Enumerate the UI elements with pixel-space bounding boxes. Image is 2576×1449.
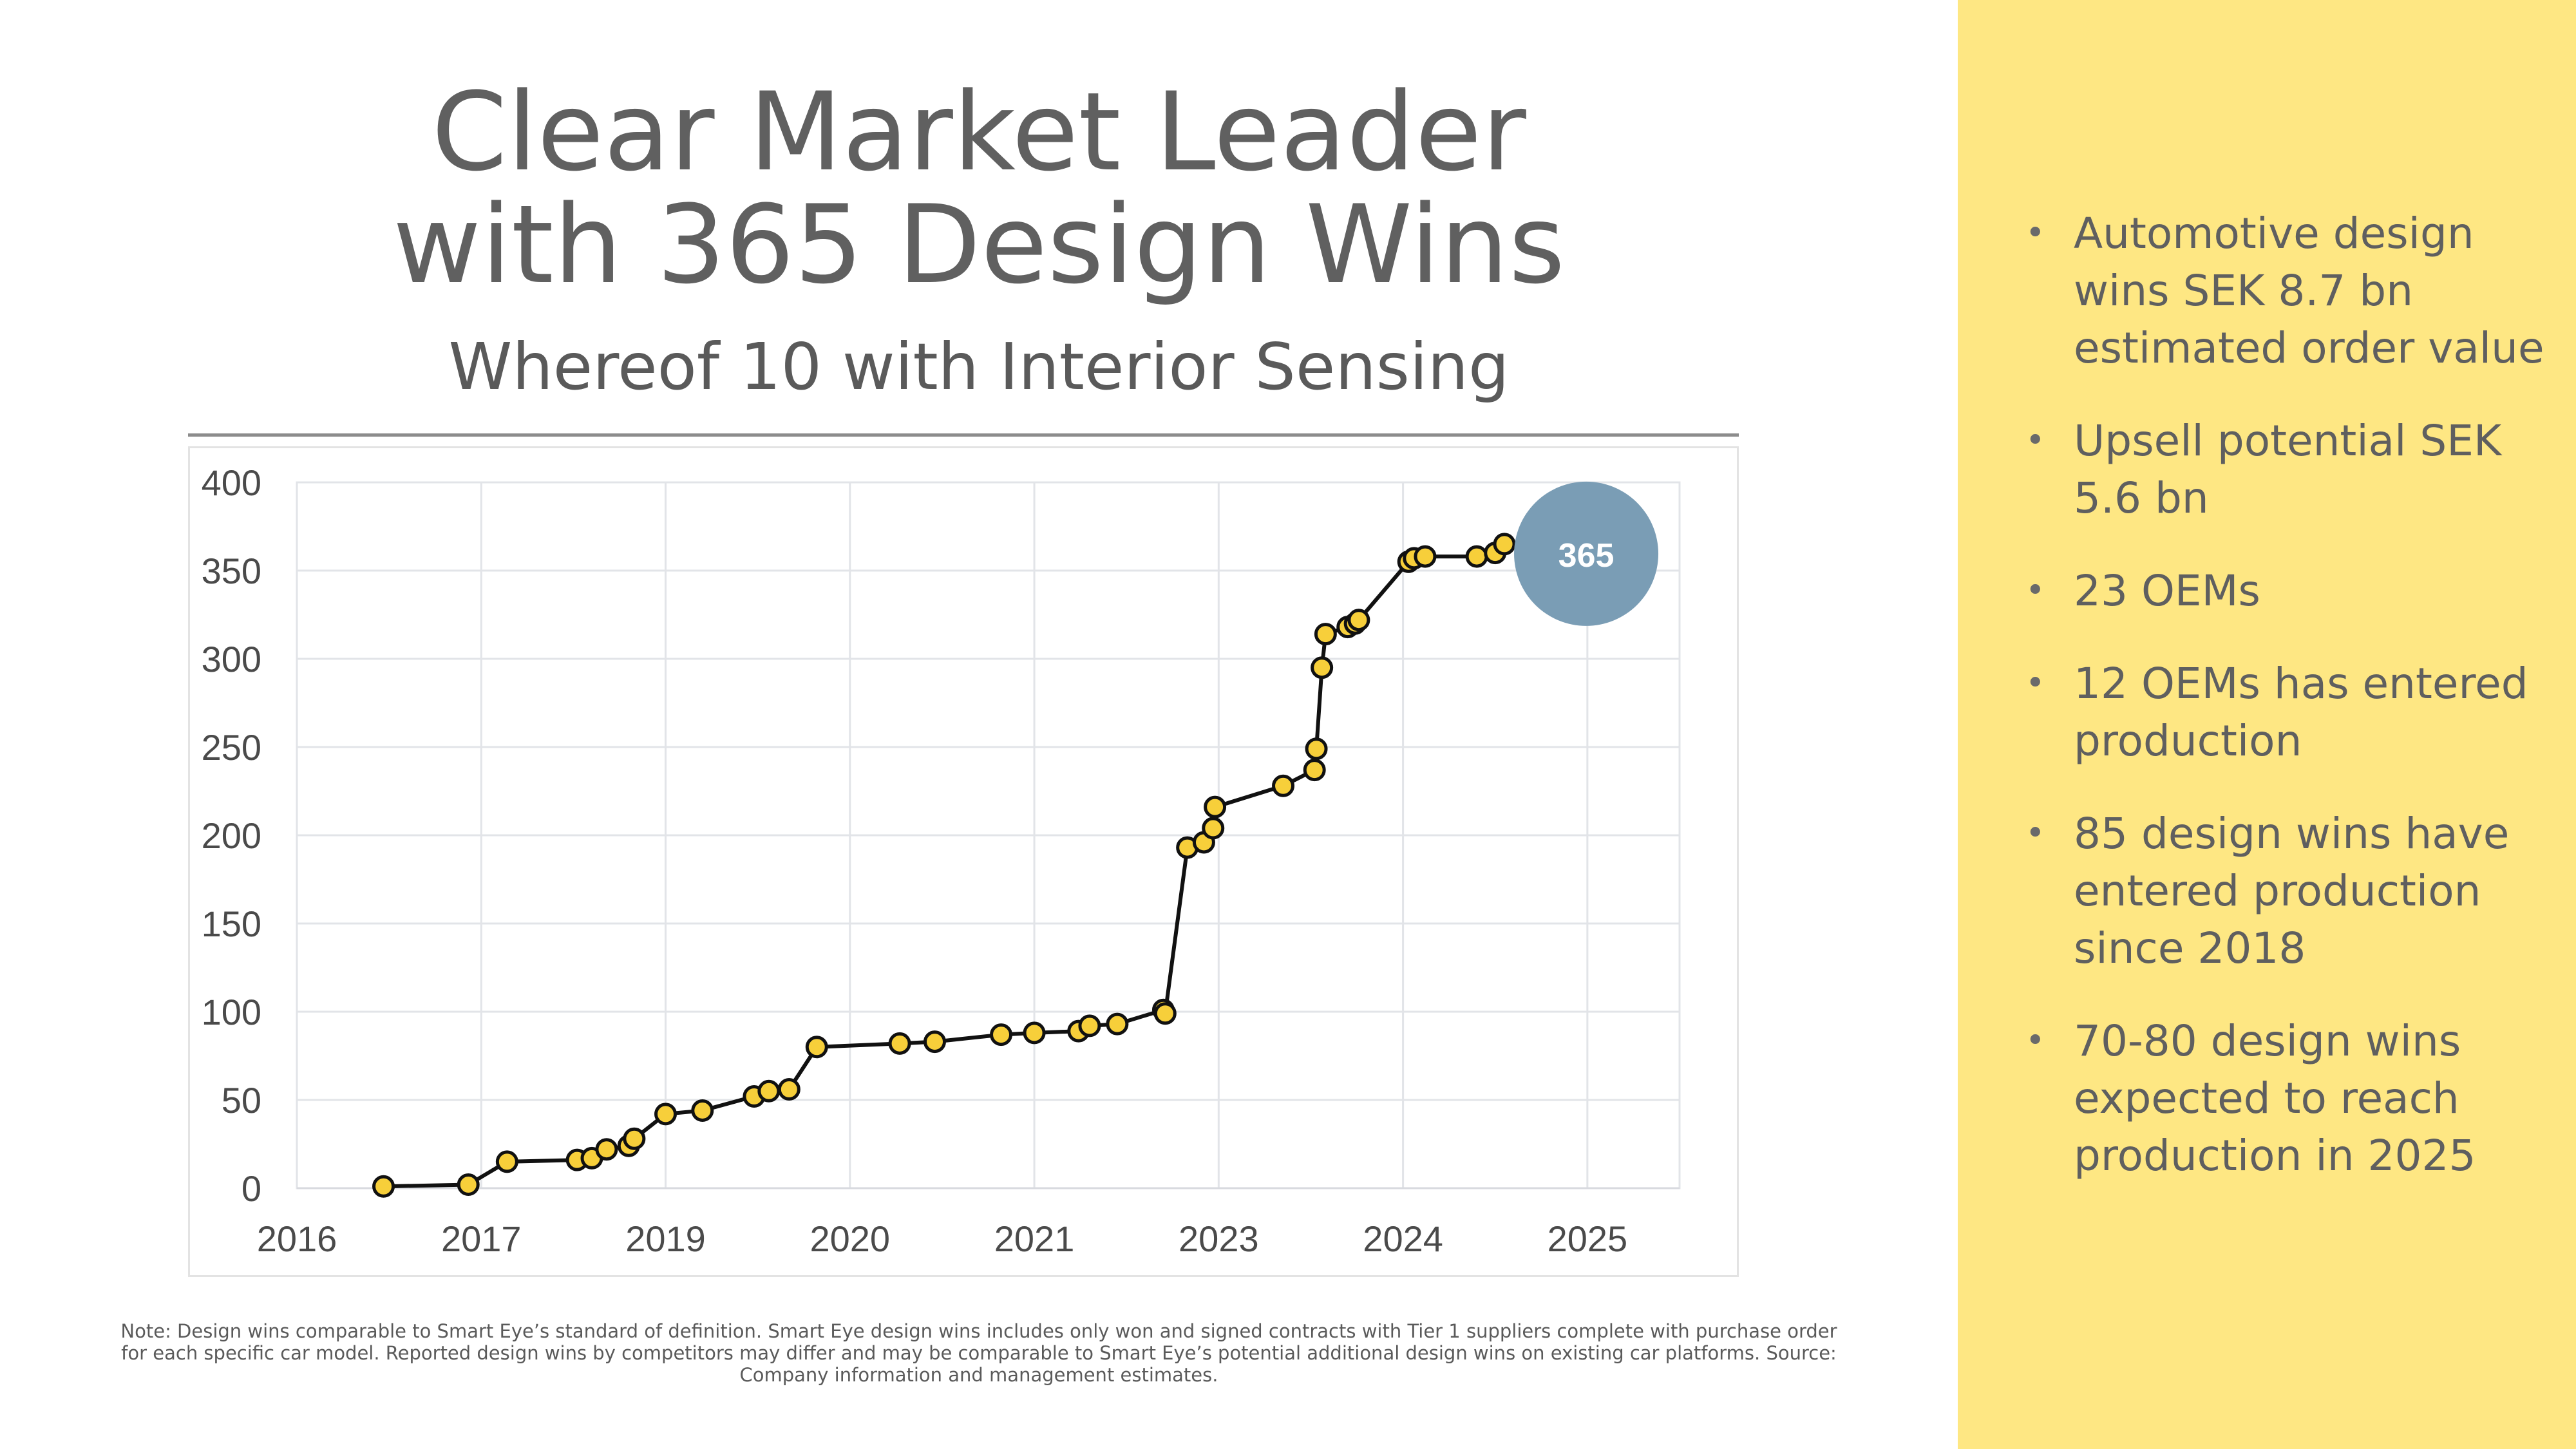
footnote: Note: Design wins comparable to Smart Ey… <box>120 1320 1837 1386</box>
data-point <box>1202 817 1225 840</box>
data-point <box>1153 1002 1177 1025</box>
x-tick-label: 2020 <box>810 1218 891 1259</box>
y-tick-label: 200 <box>202 815 261 856</box>
design-wins-chart: 0 50 100 150 200 250 300 350 400 2016 2017 2019 2020… <box>202 462 1681 1259</box>
data-point <box>1204 795 1227 819</box>
data-point <box>495 1150 518 1173</box>
bullet-item: 85 design wins have entered production s… <box>2025 805 2553 977</box>
data-point <box>757 1079 781 1103</box>
data-point <box>595 1138 618 1161</box>
title-divider <box>188 433 1739 437</box>
data-point <box>457 1173 480 1197</box>
data-point <box>777 1078 800 1101</box>
data-point <box>1272 774 1295 797</box>
data-point <box>1023 1021 1046 1045</box>
y-tick-label: 350 <box>202 551 261 591</box>
chart-frame <box>188 446 1739 1277</box>
total-bubble-label: 365 <box>1558 537 1615 574</box>
data-point <box>1465 545 1488 568</box>
data-point <box>1314 623 1337 646</box>
data-point <box>1305 737 1328 761</box>
data-point <box>1303 759 1326 782</box>
y-tick-label: 100 <box>202 992 261 1032</box>
x-tick-label: 2024 <box>1363 1218 1443 1259</box>
title-line-2: with 365 Design Wins <box>392 182 1566 308</box>
x-tick-label: 2021 <box>994 1218 1075 1259</box>
title-line-1: Clear Market Leader <box>431 69 1526 195</box>
y-tick-label: 0 <box>242 1168 261 1209</box>
data-point <box>923 1030 946 1054</box>
data-point <box>623 1127 646 1150</box>
data-point <box>1311 656 1334 679</box>
bullet-item: 12 OEMs has entered production <box>2025 655 2553 770</box>
y-tick-label: 250 <box>202 727 261 768</box>
data-point <box>372 1175 395 1198</box>
y-tick-label: 50 <box>222 1080 261 1121</box>
y-tick-label: 150 <box>202 904 261 944</box>
data-point <box>990 1023 1013 1046</box>
data-point <box>691 1099 714 1122</box>
side-panel: Automotive design wins SEK 8.7 bn estima… <box>1958 0 2576 1449</box>
subtitle: Whereof 10 with Interior Sensing <box>448 329 1510 404</box>
bullet-item: 23 OEMs <box>2025 562 2553 620</box>
x-tick-label: 2023 <box>1179 1218 1259 1259</box>
data-point <box>1078 1014 1101 1037</box>
data-point <box>654 1103 677 1126</box>
y-tick-label: 400 <box>202 462 261 503</box>
x-tick-label: 2025 <box>1548 1218 1628 1259</box>
bullet-item: 70-80 design wins expected to reach prod… <box>2025 1012 2553 1184</box>
data-point <box>1347 609 1370 632</box>
bullet-list: Automotive design wins SEK 8.7 bn estima… <box>2025 205 2553 1220</box>
x-tick-label: 2016 <box>257 1218 337 1259</box>
data-point <box>805 1036 828 1059</box>
y-tick-label: 300 <box>202 639 261 679</box>
total-bubble <box>1514 481 1659 626</box>
x-tick-label: 2017 <box>441 1218 522 1259</box>
bullet-item: Automotive design wins SEK 8.7 bn estima… <box>2025 205 2553 377</box>
data-point <box>1414 545 1437 568</box>
data-point <box>1493 533 1516 556</box>
data-point <box>1106 1012 1129 1036</box>
data-point <box>888 1032 911 1055</box>
series-line <box>383 542 1506 1189</box>
x-tick-label: 2019 <box>625 1218 706 1259</box>
bullet-item: Upsell potential SEK 5.6 bn <box>2025 412 2553 527</box>
